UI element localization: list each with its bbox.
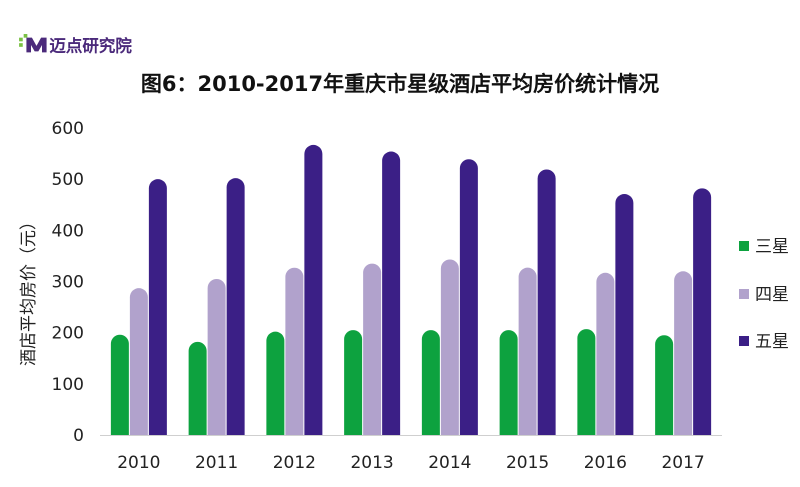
y-tick-label: 0 xyxy=(73,426,84,446)
bar-2010-三星 xyxy=(110,334,129,435)
x-tick-label: 2014 xyxy=(428,453,471,473)
legend-swatch xyxy=(739,336,749,346)
bar-2010-四星 xyxy=(129,288,148,435)
bar-2015-三星 xyxy=(499,330,518,435)
bar-2013-五星 xyxy=(382,151,401,435)
y-axis: 0 100 200 300 400 500 600 xyxy=(52,119,84,446)
x-axis: 2010 2011 2012 2013 2014 2015 2016 2017 xyxy=(100,435,722,473)
bar-2013-三星 xyxy=(344,330,363,435)
legend-label: 四星 xyxy=(755,285,789,305)
y-axis-label: 酒店平均房价（元） xyxy=(19,213,39,366)
bar-2010-五星 xyxy=(148,179,167,435)
y-tick-label: 600 xyxy=(52,119,84,139)
y-tick-label: 400 xyxy=(52,221,84,241)
bar-2015-四星 xyxy=(518,267,537,435)
bar-2013-四星 xyxy=(363,263,382,435)
legend-label: 五星 xyxy=(755,332,789,352)
bar-2014-五星 xyxy=(459,159,478,435)
logo: 迈点研究院 xyxy=(19,34,132,55)
legend-label: 三星 xyxy=(755,237,789,257)
bar-2017-五星 xyxy=(693,188,712,435)
x-tick-label: 2015 xyxy=(506,453,549,473)
y-tick-label: 300 xyxy=(52,273,84,293)
x-tick-label: 2012 xyxy=(273,453,316,473)
x-tick-label: 2011 xyxy=(195,453,238,473)
bar-2012-五星 xyxy=(304,144,323,435)
x-tick-label: 2013 xyxy=(350,453,393,473)
x-tick-label: 2017 xyxy=(661,453,704,473)
x-tick-label: 2016 xyxy=(584,453,627,473)
logo-text: 迈点研究院 xyxy=(49,35,132,55)
legend-swatch xyxy=(739,241,749,251)
logo-mark-icon xyxy=(19,34,47,53)
legend-swatch xyxy=(739,289,749,299)
bar-2016-四星 xyxy=(596,272,615,435)
y-tick-label: 200 xyxy=(52,324,84,344)
bar-2016-三星 xyxy=(577,329,596,435)
y-tick-label: 100 xyxy=(52,375,84,395)
bar-2014-三星 xyxy=(421,330,440,435)
bar-2011-五星 xyxy=(226,178,245,436)
bar-2011-三星 xyxy=(188,341,207,435)
bar-2015-五星 xyxy=(537,169,556,435)
bar-2017-四星 xyxy=(674,271,693,435)
bar-2014-四星 xyxy=(440,259,459,435)
y-tick-label: 500 xyxy=(52,170,84,190)
bar-2012-三星 xyxy=(266,331,285,435)
bar-2011-四星 xyxy=(207,278,226,435)
bars xyxy=(110,144,712,436)
bar-2016-五星 xyxy=(615,194,634,435)
bar-2017-三星 xyxy=(655,335,674,435)
bar-2012-四星 xyxy=(285,267,304,435)
chart-title: 图6：2010-2017年重庆市星级酒店平均房价统计情况 xyxy=(140,72,660,96)
x-tick-label: 2010 xyxy=(117,453,160,473)
